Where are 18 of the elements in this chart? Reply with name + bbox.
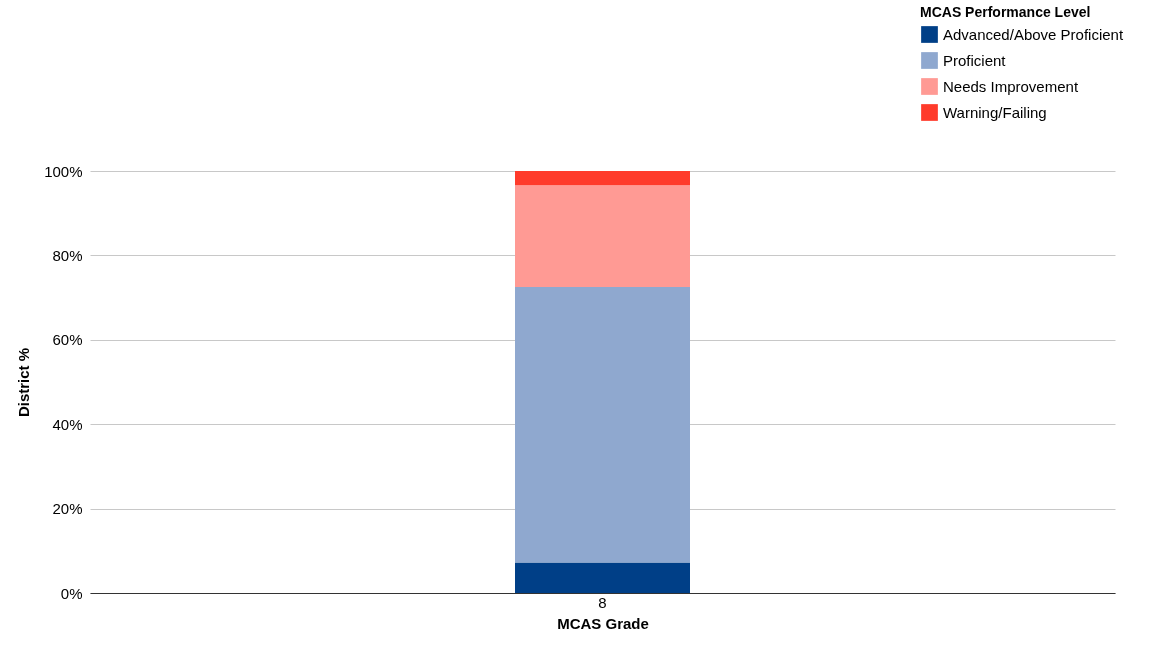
x-axis-title: MCAS Grade [557, 614, 649, 632]
y-tick-label: 40% [52, 415, 83, 433]
bar [515, 562, 690, 593]
y-tick-label: 80% [52, 246, 83, 264]
y-tick-label: 60% [52, 331, 83, 349]
bar [515, 171, 690, 186]
x-tick-label: 8 [598, 593, 607, 611]
y-axis-title: District % [15, 347, 33, 418]
legend-label: Needs Improvement [943, 77, 1079, 95]
legend-label: Warning/Failing [943, 103, 1047, 121]
legend-title: MCAS Performance Level [920, 4, 1091, 20]
bar [515, 287, 690, 563]
bar [515, 185, 690, 288]
y-tick-label: 20% [52, 500, 83, 518]
legend-label: Proficient [943, 51, 1007, 69]
y-tick-label: 100% [44, 162, 83, 180]
y-tick-label: 0% [60, 584, 83, 602]
legend-label: Advanced/Above Proficient [943, 25, 1124, 43]
